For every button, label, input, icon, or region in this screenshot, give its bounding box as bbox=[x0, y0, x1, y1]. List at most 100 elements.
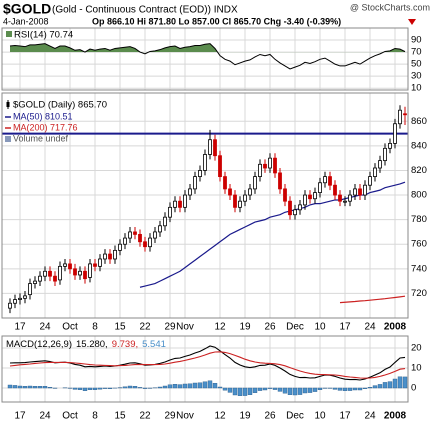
histogram-bar bbox=[47, 387, 53, 389]
signal-line bbox=[9, 351, 406, 379]
histogram-bar bbox=[287, 387, 293, 396]
candle-body bbox=[128, 231, 132, 239]
histogram-bar bbox=[72, 387, 78, 390]
x-tick-label: Nov bbox=[176, 411, 194, 422]
candle-body bbox=[353, 188, 357, 196]
x-tick-label: 24 bbox=[39, 411, 51, 422]
y-tick-label: 70 bbox=[411, 47, 422, 58]
histogram-bar bbox=[297, 387, 303, 395]
histogram-bar bbox=[92, 387, 98, 390]
x-tick-label: 10 bbox=[314, 411, 326, 422]
candle-body bbox=[268, 157, 272, 169]
histogram-bar bbox=[267, 387, 273, 389]
histogram-bar bbox=[307, 387, 313, 393]
y-tick-label: 10 bbox=[411, 363, 422, 374]
candle-body bbox=[48, 270, 52, 277]
candle-body bbox=[98, 258, 102, 267]
histogram-bar bbox=[292, 387, 298, 396]
panel-frame bbox=[1, 27, 409, 91]
histogram-bar bbox=[342, 387, 348, 391]
histogram-bar bbox=[202, 381, 208, 389]
histogram-bar bbox=[272, 387, 278, 390]
x-tick-label: 29 bbox=[164, 322, 176, 333]
histogram-bar bbox=[217, 386, 223, 389]
histogram-bar bbox=[7, 384, 13, 389]
moving-average bbox=[339, 295, 406, 304]
x-tick-label: 19 bbox=[239, 322, 251, 333]
candle-body bbox=[213, 139, 217, 157]
candle-body bbox=[318, 182, 322, 193]
x-tick-label: 24 bbox=[39, 322, 51, 333]
candle-body bbox=[398, 109, 402, 125]
candle-body bbox=[83, 270, 87, 280]
histogram-bar bbox=[162, 385, 168, 389]
y-tick-label: 30 bbox=[411, 71, 422, 82]
x-tick-label: 22 bbox=[139, 322, 151, 333]
x-tick-label: 17 bbox=[14, 322, 26, 333]
macd-line bbox=[9, 345, 406, 381]
instrument-name: (Gold - Continuous Contract (EOD)) INDX bbox=[52, 5, 238, 16]
date: 4-Jan-2008 bbox=[3, 16, 49, 26]
candle-body bbox=[323, 176, 327, 184]
x-tick-label: Dec bbox=[286, 411, 304, 422]
histogram-bar bbox=[182, 383, 188, 389]
candle-body bbox=[123, 237, 127, 245]
x-tick-label: 12 bbox=[214, 322, 226, 333]
candle-body bbox=[88, 263, 92, 278]
histogram-bar bbox=[332, 387, 338, 390]
y-tick-label: 10 bbox=[411, 83, 422, 94]
histogram-bar bbox=[357, 387, 363, 391]
candle-body bbox=[63, 263, 67, 267]
histogram-bar bbox=[207, 380, 213, 389]
x-tick-label: 26 bbox=[264, 322, 276, 333]
candle-body bbox=[228, 188, 232, 196]
y-tick-label: 800 bbox=[411, 190, 427, 201]
y-tick-label: 820 bbox=[411, 165, 427, 176]
candle-body bbox=[368, 176, 372, 186]
candle-body bbox=[218, 155, 222, 178]
candle-body bbox=[278, 172, 282, 190]
symbol: $GOLD bbox=[3, 1, 51, 17]
y-tick-label: 90 bbox=[411, 35, 422, 46]
candle-body bbox=[338, 194, 342, 202]
histogram-bar bbox=[277, 387, 283, 392]
y-tick-label: 780 bbox=[411, 214, 427, 225]
histogram-bar bbox=[177, 384, 183, 389]
x-tick-label: 10 bbox=[314, 322, 326, 333]
candle-body bbox=[298, 204, 302, 211]
candle-body bbox=[173, 200, 177, 208]
rsi-legend-swatch bbox=[6, 31, 12, 37]
candle-body bbox=[333, 184, 337, 196]
legend-candle-body bbox=[6, 102, 10, 107]
candle-body bbox=[293, 209, 297, 216]
histogram-bar bbox=[127, 385, 133, 389]
histogram-bar bbox=[387, 381, 393, 389]
histogram-bar bbox=[372, 385, 378, 389]
histogram-bar bbox=[352, 387, 358, 391]
histogram-bar bbox=[382, 382, 388, 389]
histogram-bar bbox=[107, 387, 113, 390]
histogram-bar bbox=[192, 382, 198, 389]
x-tick-label: Oct bbox=[62, 411, 78, 422]
candle-body bbox=[383, 147, 387, 162]
histogram-bar bbox=[317, 387, 323, 390]
quote: Op 866.10 Hi 871.80 Lo 857.00 Cl 865.70 … bbox=[92, 16, 341, 26]
histogram-bar bbox=[142, 387, 148, 389]
histogram-bar bbox=[362, 387, 368, 390]
histogram-bar bbox=[397, 376, 403, 389]
histogram-bar bbox=[102, 387, 108, 389]
histogram-bar bbox=[257, 387, 263, 391]
legend-volume-swatch bbox=[5, 136, 11, 142]
histogram-bar bbox=[367, 387, 373, 389]
macd-label-part: 9.739, bbox=[112, 339, 138, 350]
histogram-bar bbox=[212, 383, 218, 389]
candle-body bbox=[28, 283, 32, 296]
histogram-bar bbox=[172, 384, 178, 389]
y-tick-label: 20 bbox=[411, 343, 422, 354]
candle-body bbox=[373, 167, 377, 178]
y-tick-label: 840 bbox=[411, 140, 427, 151]
x-tick-label: 2008 bbox=[384, 322, 407, 333]
x-tick-label: 26 bbox=[264, 411, 276, 422]
candle-body bbox=[113, 249, 117, 260]
histogram-bar bbox=[392, 378, 398, 389]
